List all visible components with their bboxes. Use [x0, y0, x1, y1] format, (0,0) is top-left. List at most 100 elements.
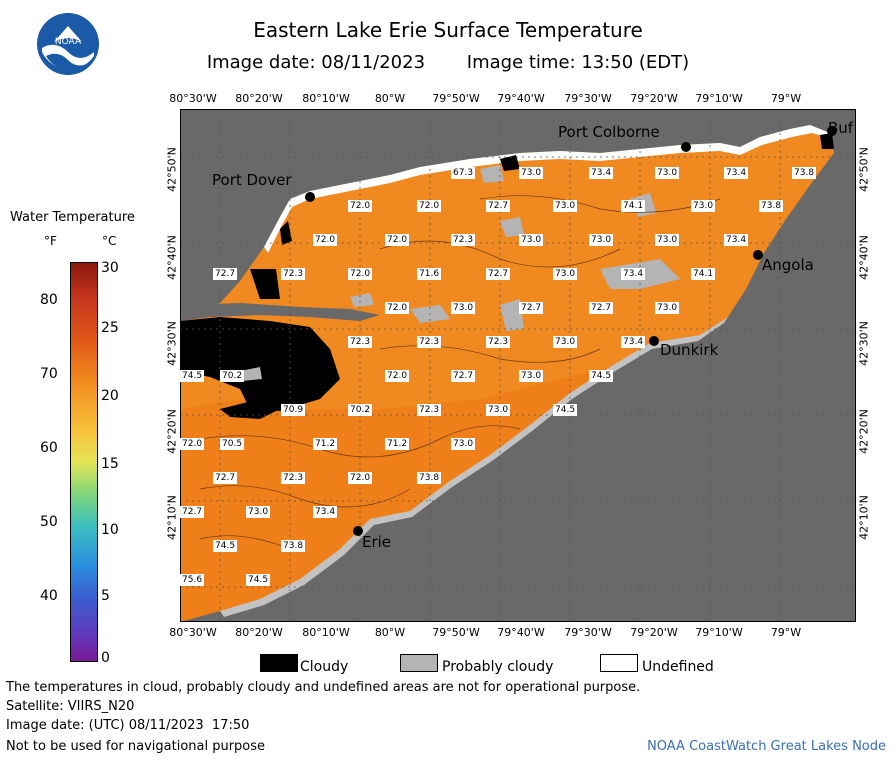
temperature-label: 72.0	[385, 234, 410, 246]
image-date: Image date: 08/11/2023	[206, 52, 426, 73]
lat-tick: 42°50'N	[165, 147, 179, 192]
lon-tick: 79°20'W	[630, 92, 678, 105]
lake-map: 67.3 73.0 73.4 73.0 73.4 73.8 72.0 72.0 72.7 73.0…	[180, 109, 856, 622]
lon-tick: 80°20'W	[235, 92, 283, 105]
place-label: Buf	[828, 119, 854, 137]
temperature-label: 73.4	[313, 506, 338, 518]
temperature-label: 74.5	[553, 404, 578, 416]
lon-tick: 79°10'W	[695, 626, 743, 639]
temperature-label: 67.3	[451, 167, 476, 179]
temperature-label: 73.4	[724, 167, 749, 179]
c-tick: 0	[101, 650, 110, 666]
temperature-label: 73.4	[621, 336, 646, 348]
lat-tick: 42°30'N	[165, 321, 179, 366]
temperature-label: 73.0	[246, 506, 271, 518]
temperature-label: 71.6	[417, 268, 442, 280]
temperature-label: 72.3	[486, 336, 511, 348]
temperature-label: 73.0	[451, 302, 476, 314]
temperature-label: 74.5	[246, 574, 271, 586]
lon-tick: 80°30'W	[169, 92, 217, 105]
lon-tick: 79°W	[770, 626, 802, 639]
lon-tick: 80°20'W	[235, 626, 283, 639]
credit: NOAA CoastWatch Great Lakes Node	[647, 739, 886, 754]
lon-tick: 80°10'W	[302, 92, 350, 105]
temperature-label: 73.0	[553, 336, 578, 348]
lon-tick: 79°10'W	[695, 92, 743, 105]
temperature-label: 73.8	[759, 200, 784, 212]
temperature-label: 72.7	[486, 268, 511, 280]
map-frame	[180, 109, 856, 622]
lon-tick: 80°W	[374, 626, 406, 639]
temperature-label: 72.3	[281, 268, 306, 280]
city-dot-buffalo	[827, 126, 837, 136]
temperature-label: 73.0	[655, 234, 680, 246]
temperature-label: 73.4	[589, 167, 614, 179]
temperature-label: 72.7	[519, 302, 544, 314]
warm-water-zone	[180, 367, 610, 622]
temperature-label: 72.3	[451, 234, 476, 246]
temperature-label: 74.5	[589, 370, 614, 382]
temperature-label: 70.2	[220, 370, 245, 382]
c-tick: 5	[101, 588, 110, 604]
temperature-label: 72.7	[589, 302, 614, 314]
place-label: Erie	[362, 533, 392, 551]
temperature-label: 73.0	[519, 167, 544, 179]
c-tick: 10	[101, 522, 119, 538]
legend-label-undefined: Undefined	[642, 659, 714, 675]
unit-fahrenheit: °F	[44, 234, 57, 248]
city-dot-dunkirk	[649, 336, 659, 346]
city-dot-port-dover	[305, 192, 315, 202]
temperature-label: 73.8	[417, 472, 442, 484]
temperature-label: 72.0	[180, 438, 205, 450]
image-datetime: Image date: 08/11/2023 Image time: 13:50…	[0, 52, 896, 73]
lon-tick: 79°40'W	[497, 626, 545, 639]
c-tick: 15	[101, 456, 119, 472]
legend-swatch-probably-cloudy	[400, 654, 438, 672]
lat-tick: 42°50'N	[857, 147, 871, 192]
lon-tick: 79°50'W	[432, 626, 480, 639]
unit-celsius: °C	[102, 234, 117, 248]
temperature-label: 70.9	[281, 404, 306, 416]
temperature-label: 72.0	[385, 370, 410, 382]
satellite: Satellite: VIIRS_N20	[6, 699, 135, 714]
temperature-label: 73.0	[655, 167, 680, 179]
temperature-label: 72.0	[417, 200, 442, 212]
place-label: Port Colborne	[558, 123, 660, 141]
lon-tick: 79°40'W	[497, 92, 545, 105]
legend-label-probably-cloudy: Probably cloudy	[442, 659, 554, 675]
map-svg	[180, 109, 856, 622]
temperature-label: 73.4	[724, 234, 749, 246]
temperature-label: 74.5	[213, 540, 238, 552]
city-dot-port-colborne	[681, 142, 691, 152]
lat-tick: 42°40'N	[857, 235, 871, 280]
utc-date: Image date: (UTC) 08/11/2023 17:50	[6, 718, 250, 733]
temperature-label: 71.2	[385, 438, 410, 450]
image-time: Image time: 13:50 (EDT)	[466, 52, 690, 73]
temperature-label: 72.0	[385, 302, 410, 314]
lon-tick: 80°10'W	[302, 626, 350, 639]
temperature-label: 70.2	[348, 404, 373, 416]
f-tick: 60	[40, 440, 58, 456]
temperature-label: 72.0	[348, 268, 373, 280]
lat-tick: 42°20'N	[857, 409, 871, 454]
colorbar	[70, 262, 98, 662]
temperature-label: 74.1	[621, 200, 646, 212]
place-label: Dunkirk	[660, 341, 719, 359]
c-tick: 30	[101, 260, 119, 276]
noaa-logo: NOAA	[36, 12, 100, 76]
long-point	[180, 303, 380, 321]
temperature-label: 72.3	[348, 336, 373, 348]
city-dot-angola	[753, 250, 763, 260]
lat-tick: 42°40'N	[165, 235, 179, 280]
lat-tick: 42°20'N	[165, 409, 179, 454]
temperature-label: 72.7	[451, 370, 476, 382]
legend-label-cloudy: Cloudy	[300, 659, 349, 675]
isotherm-contours	[199, 195, 721, 550]
undefined-north-shore	[264, 125, 832, 253]
colorbar-title: Water Temperature	[10, 210, 135, 225]
temperature-label: 73.0	[553, 268, 578, 280]
temperature-label: 72.3	[281, 472, 306, 484]
f-tick: 40	[40, 588, 58, 604]
temperature-label: 73.4	[621, 268, 646, 280]
temperature-label: 73.0	[589, 234, 614, 246]
